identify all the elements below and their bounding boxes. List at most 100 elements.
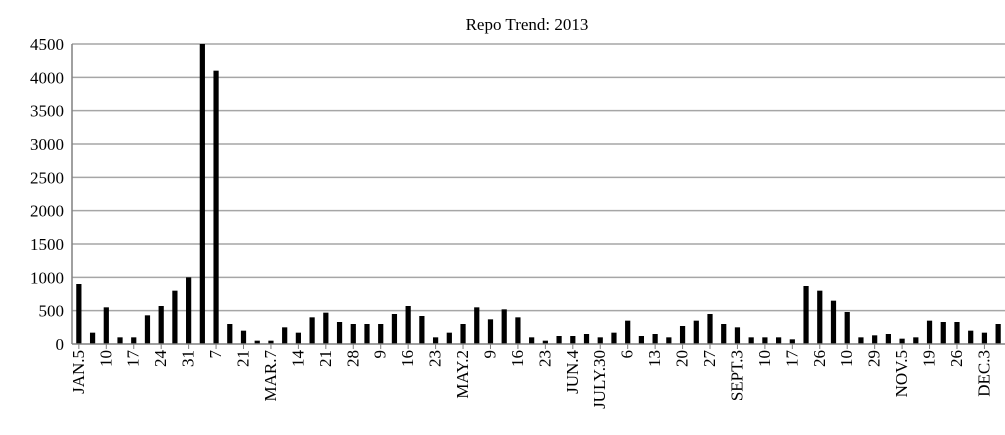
bar (76, 284, 82, 344)
bar (186, 277, 192, 344)
bar (899, 338, 905, 344)
bar (213, 70, 219, 345)
bar (336, 322, 343, 344)
x-tick-label: 21 (234, 350, 253, 367)
bar (501, 309, 507, 344)
x-tick-label: SEPT.3 (727, 350, 746, 401)
bar (323, 312, 329, 344)
bar (597, 337, 603, 344)
x-tick-label: 16 (508, 350, 527, 367)
bar (954, 322, 960, 344)
bar (172, 290, 178, 344)
y-tick-label: 4000 (30, 68, 64, 87)
x-tick-label: JAN.5 (69, 350, 88, 394)
bar (693, 320, 699, 344)
bar (364, 324, 370, 344)
y-tick-label: 500 (39, 302, 65, 321)
bar (583, 334, 590, 344)
bar (611, 332, 617, 344)
bar (652, 334, 658, 344)
bar (89, 332, 96, 344)
bar (858, 337, 864, 344)
bar (432, 337, 439, 344)
bar (117, 337, 123, 344)
x-tick-label: 13 (645, 350, 664, 367)
bar (968, 330, 974, 344)
bar (391, 314, 398, 344)
y-tick-label: 2500 (30, 168, 64, 187)
y-tick-label: 1500 (30, 235, 64, 254)
x-tick-label: MAY.2 (453, 350, 472, 399)
bar (515, 317, 521, 344)
x-tick-label: 23 (426, 350, 445, 367)
y-axis: 0 500 1000 1500 2000 2500 3000 3500 4000 4500 (30, 35, 73, 354)
bar (885, 334, 891, 344)
bar (940, 322, 946, 344)
bar (844, 312, 850, 344)
bar (926, 320, 933, 344)
x-tick-label: 26 (947, 350, 966, 367)
x-tick-label: 19 (920, 350, 939, 367)
bar (295, 332, 301, 344)
bar (268, 340, 274, 344)
y-tick-label: 4500 (30, 35, 64, 54)
bar (666, 337, 672, 344)
bar (309, 317, 315, 344)
bar (378, 324, 384, 344)
bar (460, 324, 466, 344)
bar (446, 332, 452, 344)
bar (707, 314, 713, 344)
x-tick-label: 7 (206, 350, 225, 359)
x-tick-label: 10 (96, 350, 115, 367)
bar (529, 337, 535, 344)
bar (625, 320, 631, 344)
bar (227, 324, 233, 344)
bar (254, 340, 260, 344)
bar (762, 337, 768, 344)
chart-title: Repo Trend: 2013 (466, 15, 589, 34)
y-tick-label: 2000 (30, 202, 64, 221)
y-tick-label: 0 (56, 335, 65, 354)
x-tick-label: 27 (700, 350, 719, 368)
bar (872, 335, 878, 344)
bar (556, 336, 562, 344)
x-tick-label: 23 (535, 350, 554, 367)
x-tick-label: NOV.5 (892, 350, 911, 397)
bar (199, 44, 205, 344)
bar (913, 337, 919, 344)
bars (76, 44, 1001, 345)
bar (830, 300, 837, 344)
bar (419, 316, 425, 344)
x-tick-label: 29 (865, 350, 884, 367)
bar (995, 324, 1001, 344)
y-tick-label: 3000 (30, 135, 64, 154)
x-tick-label: 16 (398, 350, 417, 367)
x-tick-label: 9 (371, 350, 390, 359)
x-tick-label: 21 (316, 350, 335, 367)
x-tick-label: 26 (810, 350, 829, 367)
bar (570, 336, 576, 344)
y-tick-label: 3500 (30, 102, 64, 121)
bar (679, 326, 686, 344)
bar (638, 336, 645, 344)
bar (487, 319, 494, 344)
x-tick-label: 28 (343, 350, 362, 367)
gridlines (72, 43, 1005, 312)
x-tick-label: JULY.30 (590, 350, 609, 409)
x-tick-label: 31 (179, 350, 198, 367)
bar (350, 324, 356, 344)
bar (103, 307, 109, 344)
x-tick-label: 10 (755, 350, 774, 367)
bar (158, 306, 164, 344)
bar (803, 286, 809, 344)
bar (144, 315, 151, 344)
x-tick-label: 17 (782, 350, 801, 368)
bar (542, 340, 548, 344)
bar (474, 307, 480, 344)
x-tick-label: 14 (288, 350, 307, 368)
x-tick-label: 20 (673, 350, 692, 367)
x-tick-label: 9 (480, 350, 499, 359)
x-tick-label: MAR.7 (261, 350, 280, 402)
bar (789, 339, 795, 344)
